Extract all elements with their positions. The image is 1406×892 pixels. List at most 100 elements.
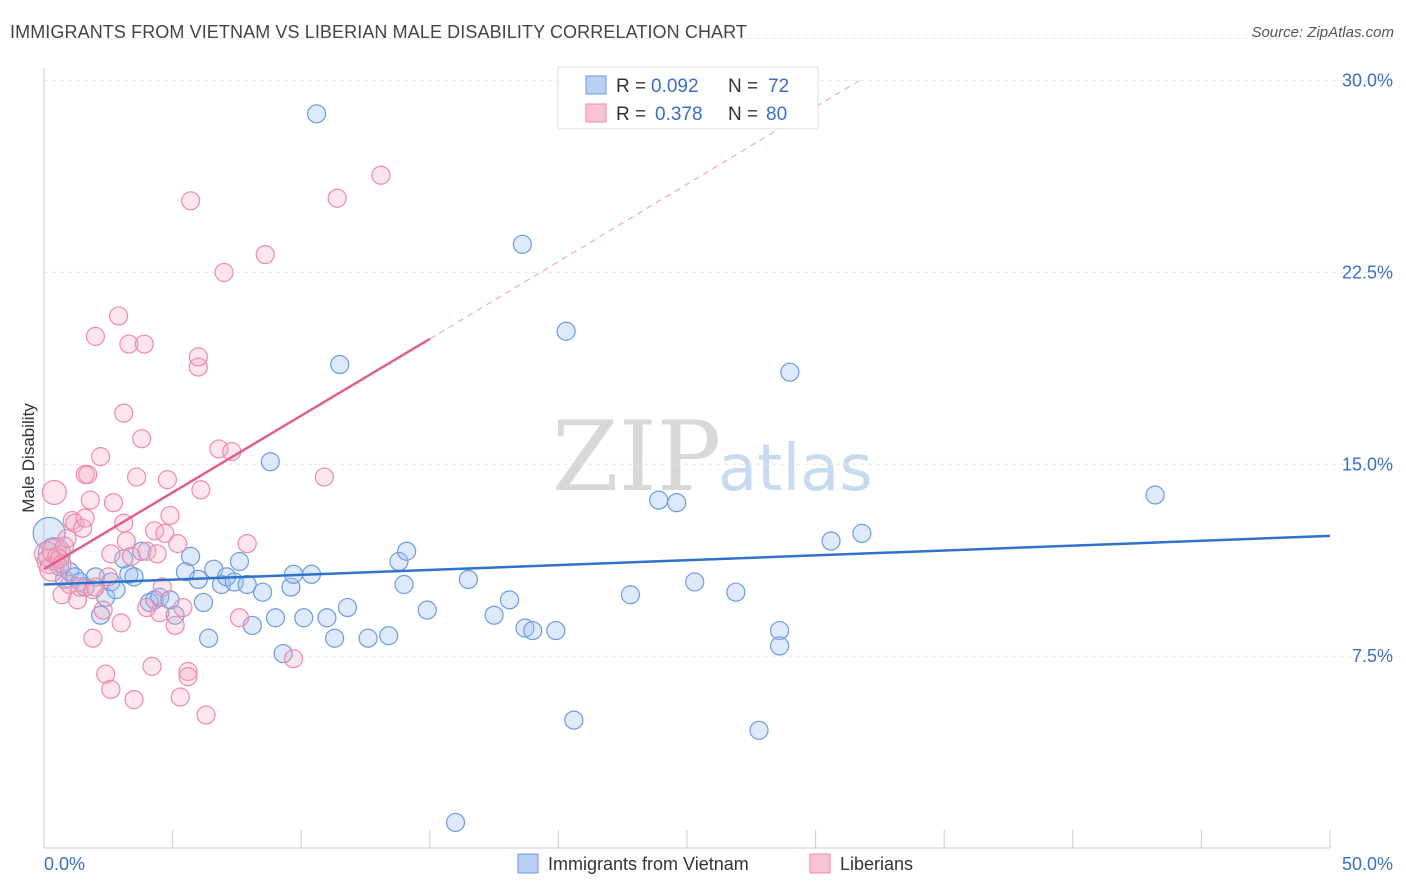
data-point-vietnam [317, 608, 337, 628]
data-point-vietnam [124, 567, 144, 587]
data-point-liberians [152, 577, 172, 597]
data-point-vietnam [780, 362, 800, 382]
data-point-liberians [191, 480, 211, 500]
data-point-vietnam [515, 618, 535, 638]
bottom-legend-label-liberians: Liberians [840, 854, 913, 874]
data-point-liberians [96, 664, 116, 684]
data-point-vietnam [769, 636, 790, 656]
x-tick-label-min: 0.0% [44, 854, 85, 874]
data-point-vietnam [132, 541, 152, 561]
data-point-liberians [121, 546, 142, 566]
data-point-liberians [314, 467, 334, 487]
data-point-vietnam [445, 812, 466, 833]
legend-n-label-2: N = [728, 104, 758, 125]
y-tick-label: 22.5% [1342, 262, 1393, 282]
data-point-vietnam [265, 608, 286, 628]
legend-swatch-blue [585, 75, 607, 95]
data-point-liberians [119, 334, 139, 354]
trend-line-liberians [43, 337, 431, 571]
data-point-liberians [255, 244, 275, 265]
data-point-liberians [229, 608, 250, 628]
data-point-liberians [132, 429, 152, 449]
data-point-vietnam [379, 626, 399, 646]
data-point-liberians [327, 188, 347, 208]
data-point-liberians [124, 690, 144, 710]
data-point-vietnam [307, 104, 327, 124]
bottom-legend: Immigrants from Vietnam Liberians [517, 853, 913, 874]
data-point-vietnam [330, 354, 350, 375]
data-point-liberians [150, 603, 170, 623]
data-point-vietnam [749, 720, 769, 740]
data-point-vietnam [165, 605, 185, 625]
data-point-liberians [78, 464, 98, 485]
data-point-liberians [147, 544, 167, 564]
data-point-liberians [114, 403, 134, 423]
data-point-liberians [155, 523, 175, 543]
data-point-liberians [178, 661, 198, 682]
data-point-vietnam [337, 597, 358, 618]
data-point-vietnam [821, 531, 841, 551]
data-point-liberians [237, 533, 257, 554]
data-point-vietnam [685, 572, 705, 592]
data-point-vietnam [649, 490, 669, 510]
data-point-vietnam [852, 523, 872, 543]
x-tick-label-max: 50.0% [1342, 854, 1393, 874]
data-point-vietnam [90, 605, 111, 625]
data-point-liberians [108, 306, 129, 326]
legend-n-value-1: 72 [768, 76, 789, 97]
data-point-vietnam [139, 592, 160, 613]
data-point-liberians [160, 505, 180, 526]
data-point-liberians [188, 347, 208, 367]
data-point-liberians [57, 528, 77, 549]
data-point-liberians [80, 490, 100, 510]
data-point-liberians [83, 580, 103, 600]
data-point-vietnam [181, 546, 201, 566]
data-point-liberians [165, 615, 185, 636]
series-liberians-points [33, 165, 391, 725]
data-point-vietnam [458, 569, 478, 590]
x-ticks [43, 830, 1331, 848]
data-point-vietnam [546, 620, 566, 641]
data-point-liberians [126, 467, 147, 487]
y-tick-label: 30.0% [1342, 71, 1393, 91]
bottom-legend-swatch-pink [809, 853, 831, 874]
data-point-liberians [101, 679, 121, 700]
legend: R = 0.092 N = 72 R = 0.378 N = 80 [557, 66, 819, 130]
data-point-liberians [196, 705, 216, 725]
data-point-liberians [52, 585, 72, 605]
data-point-vietnam [512, 234, 532, 254]
data-point-vietnam [1145, 485, 1165, 505]
data-point-vietnam [769, 620, 790, 641]
data-point-vietnam [294, 608, 314, 628]
data-point-liberians [137, 597, 157, 618]
data-point-liberians [103, 493, 124, 513]
data-point-vietnam [199, 628, 219, 648]
data-point-vietnam [260, 452, 280, 472]
y-tick-labels: 7.5% 15.0% 22.5% 30.0% [1342, 71, 1393, 667]
data-point-vietnam [325, 628, 345, 648]
legend-r-label-1: R = [616, 76, 646, 97]
data-point-vietnam [394, 574, 414, 595]
data-point-vietnam [726, 582, 746, 602]
data-point-liberians [83, 628, 103, 648]
y-axis-label: Male Disability [19, 403, 38, 513]
data-point-liberians [85, 326, 106, 346]
data-point-liberians [93, 600, 113, 620]
data-point-liberians [157, 470, 178, 490]
trend-line-vietnam [43, 534, 1331, 586]
data-point-vietnam [358, 628, 378, 648]
watermark-zip: ZIP [552, 401, 721, 513]
data-point-vietnam [229, 551, 250, 572]
y-tick-label: 7.5% [1352, 646, 1393, 666]
data-point-liberians [283, 649, 304, 669]
data-point-vietnam [564, 710, 584, 730]
legend-n-value-2: 80 [766, 104, 787, 125]
data-point-liberians [54, 536, 75, 556]
trend-lines [43, 80, 1331, 586]
data-point-vietnam [417, 600, 437, 620]
data-point-vietnam [253, 582, 273, 602]
data-point-vietnam [620, 585, 641, 605]
data-point-vietnam [667, 493, 687, 513]
data-point-liberians [214, 262, 234, 283]
